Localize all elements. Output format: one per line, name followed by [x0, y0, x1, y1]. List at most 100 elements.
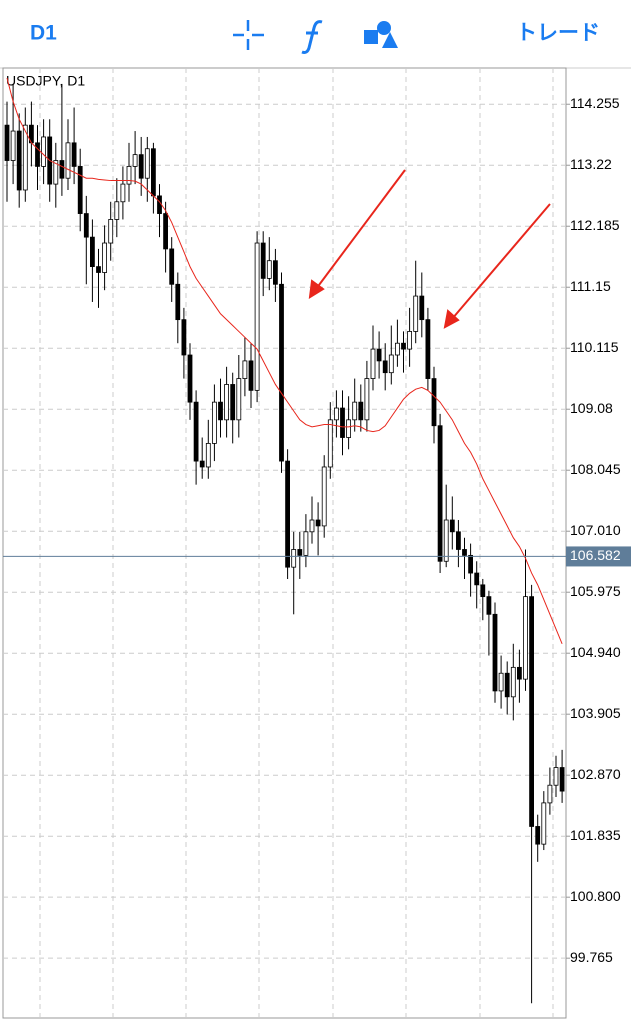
candle-body [71, 142, 77, 167]
candle-body [279, 283, 284, 462]
candle-body [437, 425, 443, 562]
y-tick-label: 103.905 [570, 705, 621, 721]
candle-body [547, 784, 553, 804]
y-tick-label: 102.870 [570, 766, 621, 782]
candle-body [35, 142, 40, 167]
candle-body [388, 354, 394, 374]
candle-body [480, 584, 486, 598]
indicator-icon[interactable] [301, 20, 323, 54]
y-tick-label: 105.975 [570, 583, 621, 599]
current-price-box [566, 546, 631, 567]
candle-body [449, 519, 455, 533]
y-tick-label: 101.835 [570, 827, 621, 843]
candle-body [346, 419, 352, 438]
candle-body [309, 519, 315, 533]
candle-body [455, 531, 461, 550]
candle-body [108, 219, 114, 244]
candle-body [83, 213, 89, 238]
candle-body [230, 384, 236, 421]
candle-body [394, 342, 400, 356]
candle-body [163, 213, 169, 250]
candle-body [132, 154, 138, 167]
candle-body [498, 672, 504, 692]
candle-body [333, 407, 339, 421]
objects-icon[interactable] [364, 21, 398, 48]
y-tick-label: 110.115 [570, 339, 619, 355]
candle-body [468, 554, 474, 574]
candle-body [413, 295, 419, 332]
candle-body [102, 242, 107, 273]
candle-body [242, 360, 248, 379]
candle-body [517, 666, 522, 680]
candle-body [553, 767, 559, 786]
plot-frame [2, 67, 567, 1019]
candle-body [541, 802, 547, 845]
candle-body [297, 549, 303, 556]
candle-body [53, 160, 59, 185]
y-tick-label: 100.800 [570, 888, 621, 904]
y-tick-label: 107.010 [570, 522, 621, 538]
candle-body [175, 283, 181, 321]
candle-body [535, 826, 541, 845]
candle-body [352, 401, 358, 421]
candle-body [187, 354, 193, 403]
candle-body [431, 378, 437, 427]
candle-body [382, 360, 388, 374]
y-tick-label: 114.255 [570, 95, 620, 111]
candle-body [425, 319, 431, 379]
candle-body [419, 295, 425, 321]
candle-body [327, 419, 333, 468]
y-tick-label: 112.185 [570, 217, 620, 233]
candle-body [358, 401, 364, 421]
candle-body [340, 407, 345, 438]
candle-body [114, 201, 120, 220]
candle-body [401, 342, 406, 350]
candle-body [41, 136, 46, 167]
candle-body [65, 142, 71, 179]
candle-body [272, 260, 278, 285]
candle-body [96, 266, 101, 273]
candle-body [126, 166, 132, 185]
candle-body [523, 596, 528, 680]
candle-body [77, 166, 83, 214]
y-tick-label: 104.940 [570, 644, 621, 660]
candle-body [22, 124, 28, 191]
y-tick-label: 108.045 [570, 461, 621, 477]
moving-average [6, 77, 563, 644]
candle-body [59, 160, 65, 179]
candle-body [218, 401, 223, 421]
candle-body [285, 460, 291, 568]
candle-body [364, 378, 370, 421]
candle-body [376, 348, 382, 362]
candle-body [474, 572, 480, 586]
candle-body [260, 242, 266, 279]
candle-body [211, 401, 217, 444]
candle-body [181, 319, 187, 356]
candle-body [266, 260, 272, 279]
candle-body [315, 519, 321, 527]
candle-body [248, 360, 254, 391]
candle-body [443, 519, 449, 562]
timeframe-button[interactable]: D1 [30, 22, 57, 45]
candle-body [90, 236, 95, 268]
crosshair-icon[interactable] [233, 20, 264, 50]
candle-body [169, 248, 175, 285]
candle-body [492, 613, 498, 692]
trade-button[interactable]: トレード [516, 22, 600, 45]
annotation-arrows [308, 169, 551, 329]
candle-body [193, 401, 199, 462]
candle-body [224, 384, 230, 421]
candle-body [504, 672, 510, 698]
candle-body [16, 130, 22, 191]
candle-body [199, 460, 205, 468]
current-price-label: 106.582 [570, 547, 621, 563]
candle-body [370, 348, 376, 379]
candle-body [291, 549, 297, 568]
y-tick-label: 99.765 [570, 949, 613, 965]
candle-body [150, 148, 156, 197]
candle-body [486, 596, 492, 615]
candle-body [138, 154, 144, 179]
y-tick-label: 109.08 [570, 400, 613, 416]
chart-title: USDJPY, D1 [6, 73, 85, 89]
